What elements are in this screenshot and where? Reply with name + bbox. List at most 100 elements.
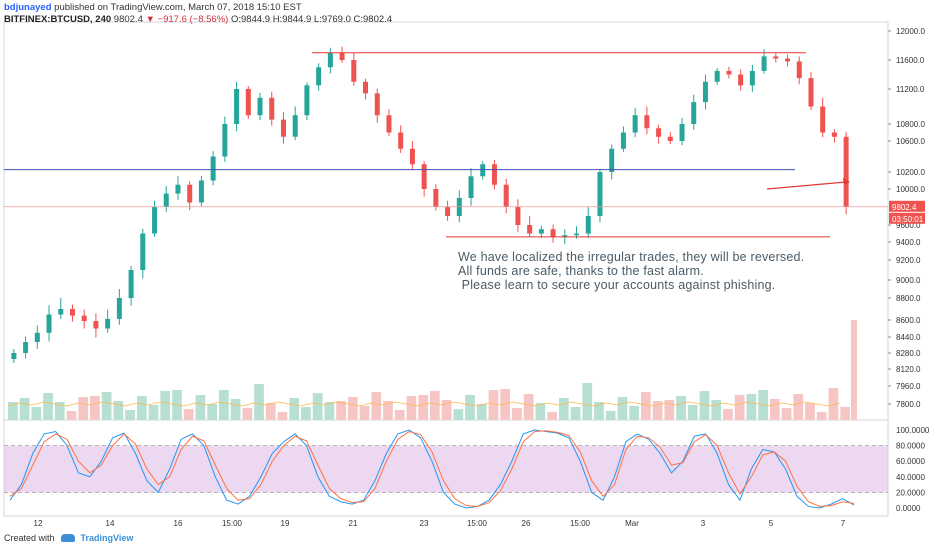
- countdown-tag: [889, 212, 925, 224]
- y-axis-tick-label: 10800.0: [896, 120, 925, 129]
- candle-body: [433, 189, 439, 207]
- candle-body: [503, 184, 509, 207]
- volume-bar: [570, 407, 581, 420]
- candle-body: [585, 216, 591, 234]
- volume-bar: [476, 404, 487, 420]
- candle-body: [409, 148, 415, 165]
- volume-bar: [793, 394, 804, 420]
- x-axis-tick-label: 26: [522, 519, 531, 528]
- annotation-line-3: Please learn to secure your accounts aga…: [458, 278, 776, 292]
- volume-bar: [324, 402, 335, 420]
- candle-body: [597, 172, 603, 216]
- candle-body: [691, 102, 697, 124]
- y-axis-tick-label: 8600.0: [896, 316, 921, 325]
- volume-bar: [734, 395, 745, 420]
- candle-body: [234, 89, 240, 124]
- volume-bar: [418, 395, 428, 420]
- countdown-tag-text: 03:50:01: [892, 215, 924, 224]
- publish-info: published on TradingView.com, March 07, …: [51, 2, 302, 13]
- candle-body: [785, 58, 791, 62]
- arrow-head-icon: [843, 178, 850, 185]
- candle-body: [363, 81, 369, 94]
- volume-bar: [383, 401, 393, 420]
- stoch-line: [9, 430, 855, 507]
- candle-body: [280, 119, 286, 137]
- candle-body: [738, 74, 744, 86]
- x-axis-tick-label: 19: [281, 519, 290, 528]
- candle-body: [210, 156, 216, 181]
- y-axis-tick-label: 7960.0: [896, 382, 921, 391]
- arrow-line: [766, 181, 847, 190]
- price-change: ▼ −917.6 (−8.56%): [145, 14, 229, 25]
- y-axis-tick-label: 8120.0: [896, 365, 921, 374]
- candle-body: [339, 52, 345, 60]
- volume-bar: [43, 393, 53, 420]
- volume-bar: [183, 409, 194, 420]
- volume-bar: [558, 398, 569, 420]
- volume-bar: [289, 398, 300, 420]
- author-link[interactable]: bdjunayed: [4, 2, 52, 13]
- y-axis-tick-label: 7800.0: [896, 400, 921, 409]
- oscillator-tick-label: 0.0000: [896, 504, 921, 513]
- volume-bar: [207, 404, 217, 420]
- volume-bar: [769, 399, 780, 420]
- tradingview-logo-icon[interactable]: [60, 534, 75, 542]
- ohlc-values: O:9844.9 H:9844.9 L:9769.0 C:9802.4: [230, 14, 393, 25]
- x-axis-tick-label: 15:00: [222, 519, 243, 528]
- volume-bar: [676, 396, 686, 420]
- x-axis-tick-label: 21: [349, 519, 358, 528]
- y-axis-tick-label: 12000.0: [896, 27, 925, 36]
- volume-bar: [8, 402, 18, 420]
- volume-bar: [629, 406, 639, 420]
- x-axis-tick-label: Mar: [625, 519, 639, 528]
- volume-bar: [582, 383, 593, 420]
- candle-body: [445, 207, 451, 216]
- candle-body: [820, 106, 826, 133]
- x-axis-tick-label: 5: [769, 519, 774, 528]
- x-axis-tick-label: 16: [174, 519, 183, 528]
- volume-bar: [219, 390, 229, 420]
- symbol-label[interactable]: BITFINEX:BTCUSD, 240: [4, 14, 112, 25]
- tradingview-brand[interactable]: TradingView: [80, 533, 134, 543]
- candle-body: [667, 136, 673, 141]
- volume-bar: [312, 393, 323, 420]
- candle-body: [304, 85, 310, 116]
- last-price: 9802.4: [113, 14, 143, 25]
- candle-body: [93, 321, 99, 329]
- candle-body: [269, 97, 275, 120]
- volume-bar: [500, 389, 511, 420]
- candle-body: [609, 148, 615, 172]
- chart-header: bdjunayed published on TradingView.com, …: [4, 2, 392, 26]
- volume-bar: [652, 401, 663, 420]
- candle-body: [316, 67, 322, 86]
- volume-bar: [699, 391, 710, 420]
- volume-bar: [242, 408, 253, 420]
- y-axis-tick-label: 8800.0: [896, 294, 921, 303]
- candle-body: [620, 132, 626, 149]
- candle-body: [831, 132, 837, 137]
- candle-body: [550, 229, 556, 237]
- volume-bar: [535, 403, 546, 420]
- volume-bar: [488, 390, 499, 420]
- candle-body: [421, 164, 427, 189]
- oscillator-tick-label: 40.0000: [896, 473, 925, 482]
- volume-bar: [547, 412, 557, 420]
- candle-body: [749, 70, 755, 86]
- candle-body: [656, 128, 662, 137]
- volume-bar: [512, 408, 522, 420]
- x-axis-tick-label: 7: [841, 519, 846, 528]
- candle-body: [152, 207, 158, 234]
- volume-bar: [254, 384, 264, 420]
- candle-body: [679, 124, 685, 141]
- volume-bar: [617, 397, 628, 420]
- volume-bar: [31, 407, 42, 420]
- candle-body: [140, 233, 146, 270]
- annotation-line-2: All funds are safe, thanks to the fast a…: [458, 264, 704, 278]
- candle-body: [644, 115, 650, 129]
- candle-body: [81, 315, 87, 322]
- volume-bar: [406, 396, 417, 420]
- candle-body: [562, 235, 568, 237]
- footer: Created with TradingView: [4, 533, 133, 543]
- y-axis-tick-label: 9600.0: [896, 221, 921, 230]
